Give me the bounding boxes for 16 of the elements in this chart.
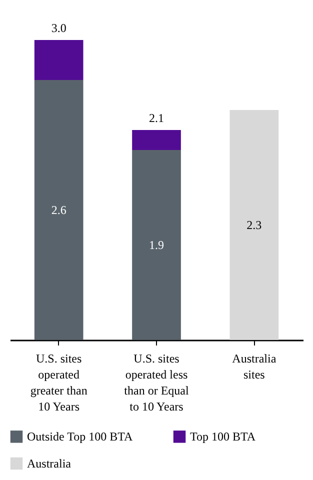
x-tick-label: U.S. sites operated greater than 10 Years (30, 352, 88, 414)
total-label: 3.0 (51, 21, 66, 35)
total-label: 2.1 (149, 111, 164, 125)
data-label: 2.6 (51, 203, 66, 217)
data-label: 1.9 (149, 238, 164, 252)
data-label: 2.3 (246, 218, 262, 232)
bar (34, 80, 84, 340)
bar (230, 110, 279, 340)
legend-label: Australia (27, 456, 72, 470)
bar (132, 150, 181, 340)
bar (132, 130, 181, 150)
x-tick-label: U.S. sites operated less than or Equal to 10 Years (124, 352, 190, 414)
legend-label: Outside Top 100 BTA (27, 430, 133, 444)
bar (34, 40, 84, 80)
legend-label: Top 100 BTA (190, 430, 256, 444)
x-tick-label: Australia sites (232, 352, 277, 382)
